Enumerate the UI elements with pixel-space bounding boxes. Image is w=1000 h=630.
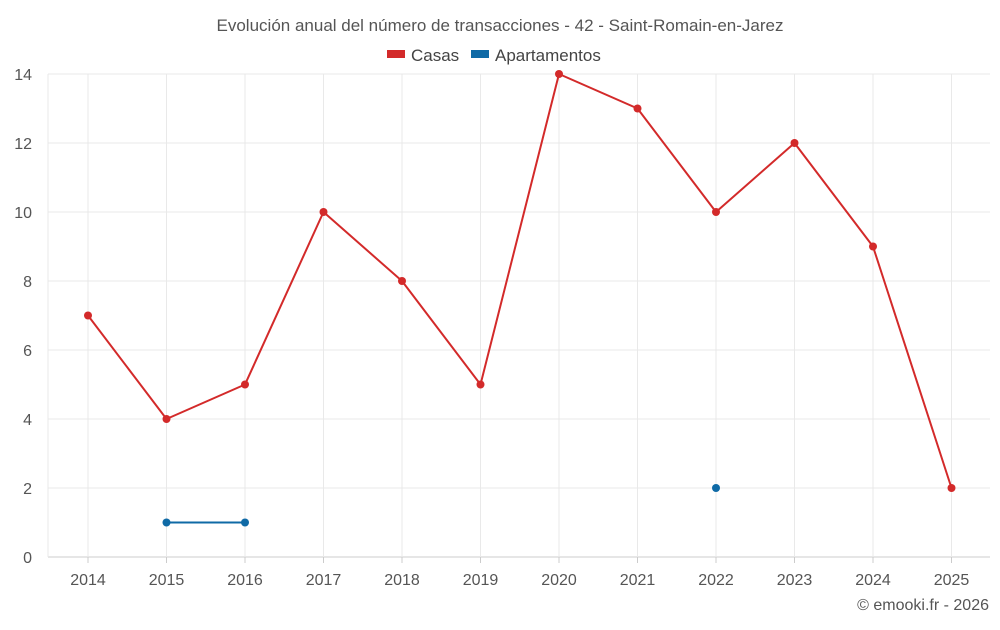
data-point-apartamentos[interactable] bbox=[162, 518, 171, 527]
data-point-casas[interactable] bbox=[241, 380, 249, 389]
series bbox=[84, 70, 956, 527]
y-tick-label: 14 bbox=[14, 67, 32, 84]
y-tick-label: 4 bbox=[23, 412, 32, 429]
legend: Casas Apartamentos bbox=[387, 46, 601, 65]
x-tick-label: 2020 bbox=[541, 572, 577, 589]
y-tick-label: 0 bbox=[23, 550, 32, 567]
data-point-casas[interactable] bbox=[476, 380, 485, 389]
x-tick-label: 2018 bbox=[384, 572, 420, 589]
legend-label-apartamentos[interactable]: Apartamentos bbox=[495, 46, 601, 65]
series-apartamentos bbox=[162, 484, 720, 527]
data-point-casas[interactable] bbox=[555, 70, 563, 78]
data-point-casas[interactable] bbox=[319, 208, 328, 216]
x-axis-ticks: 2014 2015 2016 2017 2018 2019 2020 2021 2022 2023… bbox=[70, 572, 969, 589]
x-tick-label: 2023 bbox=[777, 572, 813, 589]
y-tick-label: 10 bbox=[14, 205, 32, 222]
data-point-casas[interactable] bbox=[790, 139, 799, 147]
data-point-casas[interactable] bbox=[712, 208, 720, 216]
y-axis-ticks: 0 2 4 6 8 10 12 14 bbox=[14, 67, 32, 567]
legend-label-casas[interactable]: Casas bbox=[411, 46, 459, 65]
data-point-casas[interactable] bbox=[162, 415, 171, 423]
chart-title: Evolución anual del número de transaccio… bbox=[217, 16, 784, 35]
x-tick-label: 2017 bbox=[306, 572, 342, 589]
x-tick-label: 2024 bbox=[855, 572, 891, 589]
x-tick-label: 2021 bbox=[620, 572, 656, 589]
x-tick-label: 2022 bbox=[698, 572, 734, 589]
data-point-casas[interactable] bbox=[398, 277, 406, 285]
y-tick-label: 12 bbox=[14, 136, 32, 153]
x-tick-label: 2025 bbox=[934, 572, 970, 589]
x-tick-label: 2015 bbox=[149, 572, 185, 589]
credit-text: © emooki.fr - 2026 bbox=[857, 597, 989, 614]
y-tick-label: 8 bbox=[23, 274, 32, 291]
x-tick-label: 2014 bbox=[70, 572, 106, 589]
data-point-apartamentos[interactable] bbox=[712, 484, 720, 492]
legend-swatch-casas[interactable] bbox=[387, 50, 405, 58]
y-tick-label: 2 bbox=[23, 481, 32, 498]
series-line-casas bbox=[87, 73, 953, 489]
series-casas bbox=[84, 70, 956, 492]
x-tick-label: 2016 bbox=[227, 572, 263, 589]
data-point-casas[interactable] bbox=[633, 104, 642, 113]
x-tick-label: 2019 bbox=[463, 572, 499, 589]
data-point-casas[interactable] bbox=[947, 484, 956, 492]
data-point-casas[interactable] bbox=[869, 242, 877, 251]
data-point-apartamentos[interactable] bbox=[241, 518, 249, 527]
grid bbox=[47, 73, 990, 563]
data-point-casas[interactable] bbox=[84, 311, 92, 320]
legend-swatch-apartamentos[interactable] bbox=[471, 50, 489, 58]
y-tick-label: 6 bbox=[23, 343, 32, 360]
